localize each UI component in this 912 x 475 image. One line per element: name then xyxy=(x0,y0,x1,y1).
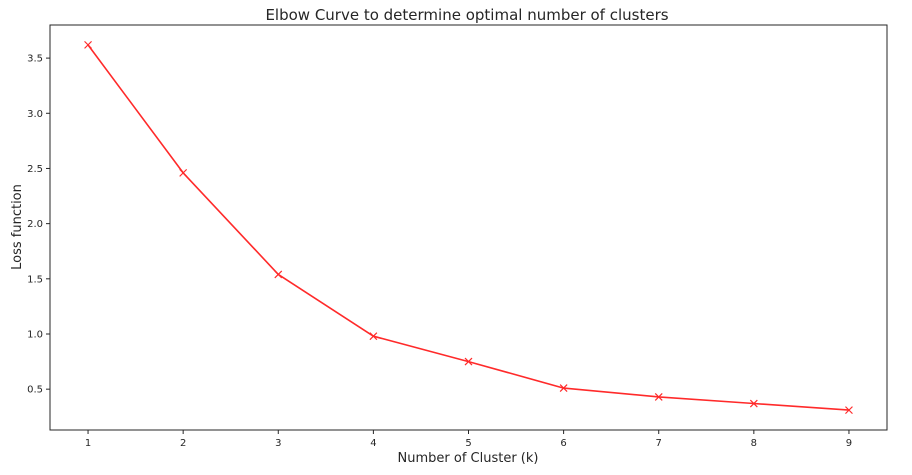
marker-stroke xyxy=(559,384,568,392)
y-tick-label: 3.5 xyxy=(27,54,43,65)
marker-stroke xyxy=(654,392,663,401)
y-tick-label: 2.5 xyxy=(27,164,43,175)
y-tick-label: 1.5 xyxy=(27,274,43,285)
y-tick-label: 1.0 xyxy=(27,329,43,340)
x-tick-label: 5 xyxy=(465,438,471,449)
marker-stroke xyxy=(274,270,283,279)
data-point-marker xyxy=(654,392,663,401)
series-line xyxy=(87,44,850,411)
marker-stroke xyxy=(464,357,473,366)
plot-area-frame xyxy=(49,24,888,431)
y-tick-label: 3.0 xyxy=(27,109,43,120)
marker-stroke xyxy=(179,168,188,177)
data-point-marker xyxy=(559,384,568,392)
y-tick-label: 0.5 xyxy=(27,385,43,396)
data-point-marker xyxy=(179,168,188,177)
data-point-marker xyxy=(845,406,853,415)
x-axis-label: Number of Cluster (k) xyxy=(398,451,539,466)
marker-stroke xyxy=(84,40,92,49)
data-point-marker xyxy=(464,357,473,366)
marker-stroke xyxy=(369,332,378,341)
x-tick-label: 1 xyxy=(85,438,91,449)
y-tick-label: 2.0 xyxy=(27,219,43,230)
x-tick-label: 7 xyxy=(656,438,662,449)
data-point-marker xyxy=(274,270,283,279)
marker-stroke xyxy=(749,399,758,408)
x-axis-ticks: 1 2 3 4 5 6 7 8 9 xyxy=(85,430,852,449)
chart-title: Elbow Curve to determine optimal number … xyxy=(265,6,668,24)
series-layer xyxy=(84,40,853,415)
y-axis-label: Loss function xyxy=(10,184,25,270)
x-tick-label: 3 xyxy=(275,438,281,449)
x-tick-label: 8 xyxy=(751,438,757,449)
data-point-marker xyxy=(749,399,758,408)
marker-stroke xyxy=(845,406,853,415)
data-point-marker xyxy=(369,332,378,341)
x-tick-label: 6 xyxy=(560,438,566,449)
x-tick-label: 2 xyxy=(180,438,186,449)
x-tick-label: 4 xyxy=(370,438,376,449)
data-point-marker xyxy=(84,40,92,49)
y-axis-ticks: 0.5 1.0 1.5 2.0 2.5 3.0 3.5 xyxy=(27,54,50,396)
x-tick-label: 9 xyxy=(846,438,852,449)
